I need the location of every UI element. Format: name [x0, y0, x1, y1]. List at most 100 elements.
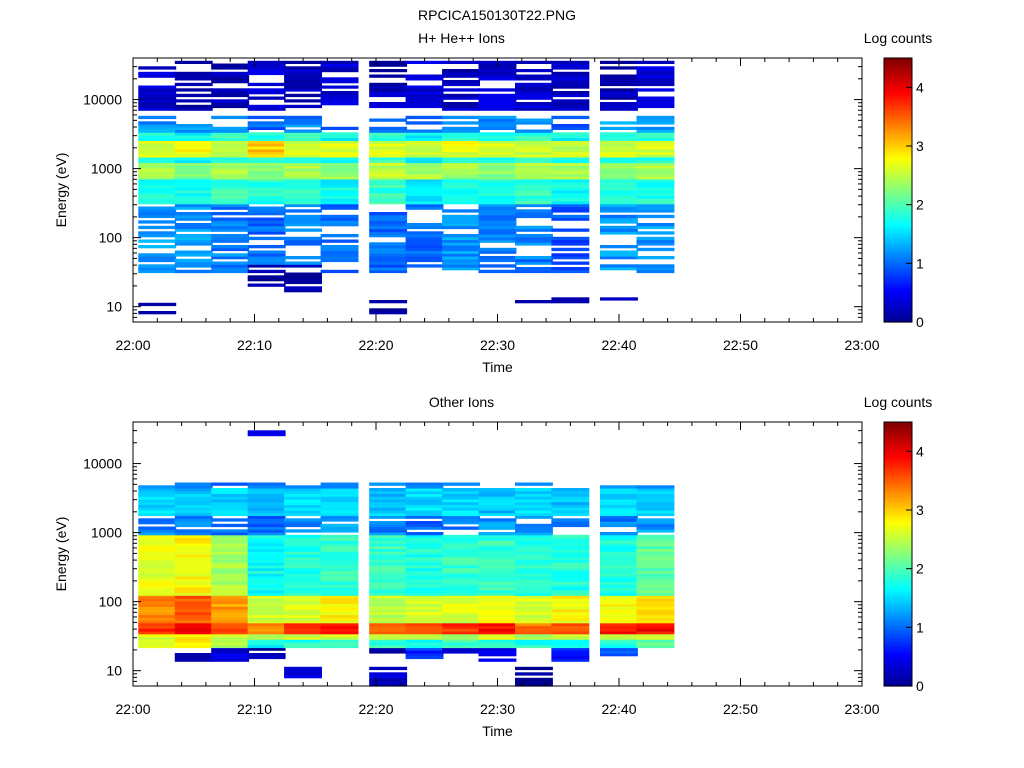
heatmap-cell: [320, 157, 359, 161]
heatmap-cell: [600, 66, 638, 70]
heatmap-cell: [247, 190, 286, 194]
heatmap-cell: [320, 496, 359, 500]
heatmap-cell: [515, 543, 553, 547]
heatmap-cell: [442, 181, 480, 186]
heatmap-cell: [551, 559, 590, 563]
heatmap-cell: [636, 570, 675, 574]
colorbar-segment: [884, 659, 912, 663]
colorbar-segment: [884, 275, 912, 279]
heatmap-cell: [636, 223, 675, 227]
heatmap-cell: [284, 135, 322, 139]
heatmap-cell: [442, 217, 480, 221]
heatmap-cell: [320, 250, 359, 254]
heatmap-cell: [636, 493, 675, 497]
heatmap-cell: [247, 170, 286, 174]
colorbar-segment: [884, 289, 912, 292]
colorbar-tick-label: 2: [916, 197, 924, 213]
heatmap-cell: [515, 512, 553, 517]
colorbar-segment: [884, 569, 912, 573]
heatmap-cell: [320, 625, 359, 629]
heatmap-cell: [515, 137, 553, 141]
heatmap-cell: [320, 562, 359, 566]
heatmap-cell: [320, 93, 359, 98]
heatmap-cell: [478, 565, 517, 569]
heatmap-cell: [174, 129, 213, 133]
colorbar-segment: [884, 220, 912, 224]
heatmap-cell: [478, 521, 517, 525]
colorbar-segment: [884, 106, 912, 110]
heatmap-cell: [247, 551, 286, 555]
colorbar-segment: [884, 130, 912, 134]
heatmap-cell: [478, 217, 517, 221]
colorbar-segment: [884, 582, 912, 586]
heatmap-cell: [515, 644, 553, 649]
heatmap-cell: [405, 236, 444, 241]
heatmap-cell: [247, 121, 286, 125]
heatmap-cell: [320, 578, 359, 583]
colorbar-segment: [884, 64, 912, 68]
heatmap-cell: [442, 187, 480, 191]
heatmap-cell: [320, 504, 359, 508]
heatmap-cell: [284, 184, 322, 188]
heatmap-cell: [478, 206, 517, 210]
heatmap-cell: [211, 80, 250, 84]
heatmap-cell: [320, 80, 359, 84]
y-tick-label: 100: [99, 594, 123, 610]
heatmap-cell: [138, 143, 177, 147]
colorbar-segment: [884, 540, 912, 544]
colorbar-segment: [884, 672, 912, 676]
heatmap-cell: [138, 214, 177, 219]
heatmap-cell: [636, 609, 675, 613]
heatmap-cell: [369, 598, 408, 602]
heatmap-cell: [478, 570, 517, 574]
heatmap-cell: [442, 107, 480, 111]
heatmap-cell: [369, 609, 408, 613]
heatmap-cell: [369, 247, 408, 252]
heatmap-cell: [600, 548, 638, 552]
colorbar-segment: [884, 201, 912, 204]
heatmap-cell: [551, 548, 590, 552]
heatmap-cell: [442, 576, 480, 580]
heatmap-cell: [369, 526, 408, 530]
colorbar-segment: [884, 240, 912, 244]
colorbar-segment: [884, 295, 912, 299]
heatmap-cell: [600, 578, 638, 583]
heatmap-cell: [369, 647, 408, 651]
heatmap-cell: [174, 570, 213, 574]
heatmap-cell: [442, 603, 480, 607]
heatmap-cell: [247, 261, 286, 265]
heatmap-cell: [515, 176, 553, 180]
y-tick-label: 1000: [91, 161, 122, 177]
heatmap-cell: [600, 545, 638, 550]
heatmap-cell: [138, 124, 177, 128]
heatmap-cell: [442, 650, 480, 654]
heatmap-cell: [369, 622, 408, 627]
heatmap-cell: [478, 184, 517, 188]
colorbar-label: Log counts: [864, 30, 933, 46]
heatmap-cell: [320, 570, 359, 574]
heatmap-cell: [515, 545, 553, 550]
heatmap-cell: [174, 148, 213, 153]
heatmap-cell: [478, 499, 517, 503]
heatmap-cell: [174, 504, 213, 508]
heatmap-cell: [211, 267, 250, 271]
heatmap-cell: [515, 589, 553, 594]
heatmap-cell: [284, 60, 322, 64]
colorbar-segment: [884, 249, 912, 253]
heatmap-cell: [405, 170, 444, 174]
heatmap-cell: [600, 633, 638, 638]
colorbar-segment: [884, 560, 912, 564]
heatmap-cell: [138, 584, 177, 588]
heatmap-cell: [442, 587, 480, 591]
colorbar-segment: [884, 551, 912, 555]
heatmap-cell: [478, 179, 517, 183]
colorbar-segment: [884, 593, 912, 597]
heatmap-cell: [636, 168, 675, 172]
colorbar-segment: [884, 505, 912, 509]
heatmap-cell: [320, 159, 359, 164]
heatmap-cell: [636, 201, 675, 205]
heatmap-cell: [551, 143, 590, 147]
colorbar-segment: [884, 459, 912, 463]
heatmap-cell: [515, 69, 553, 73]
heatmap-cell: [636, 99, 675, 103]
